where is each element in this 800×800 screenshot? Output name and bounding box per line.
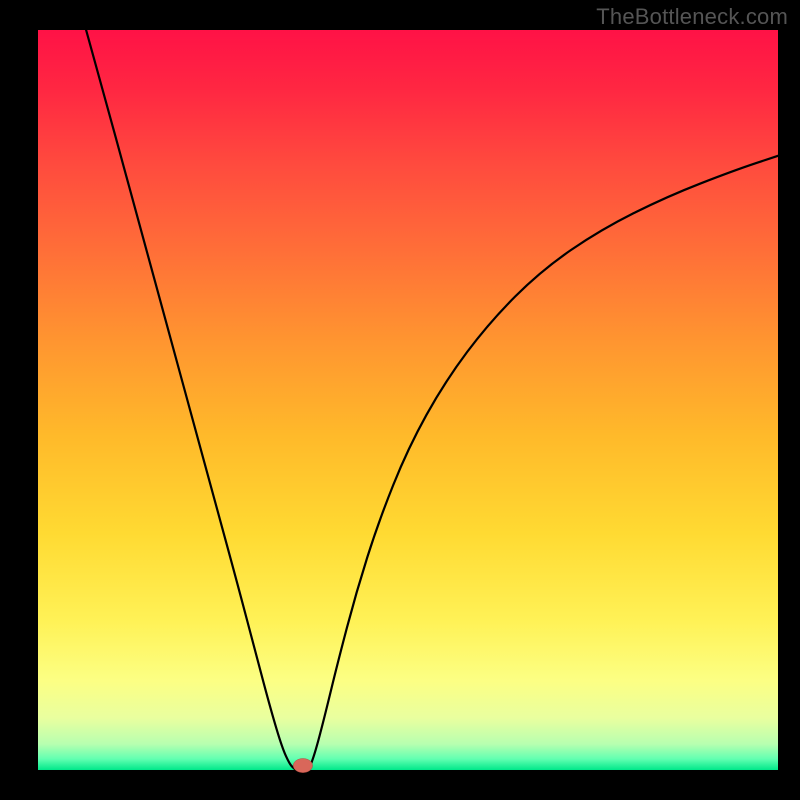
- plot-background: [38, 30, 778, 770]
- plot-svg: [0, 0, 800, 800]
- figure-container: TheBottleneck.com: [0, 0, 800, 800]
- sweet-spot-marker: [293, 759, 312, 773]
- watermark-text: TheBottleneck.com: [596, 4, 788, 30]
